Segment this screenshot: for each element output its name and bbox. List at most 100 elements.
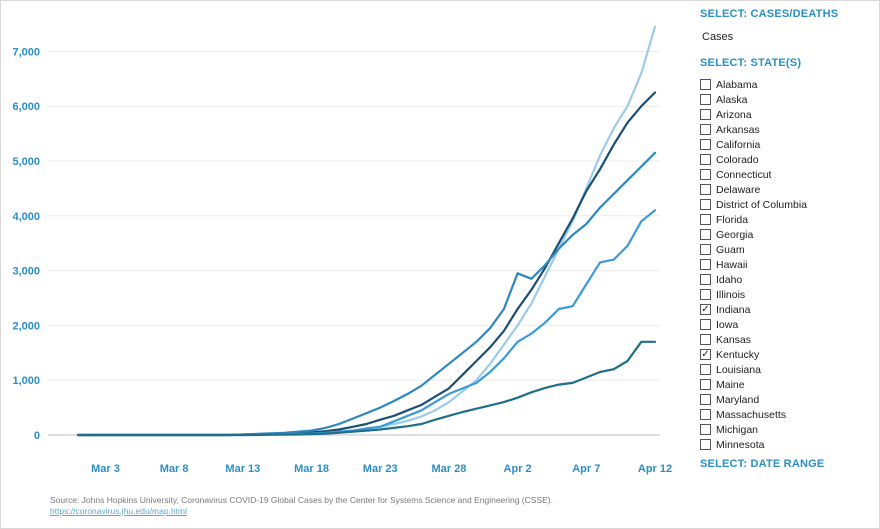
filter-panel: SELECT: CASES/DEATHS Cases SELECT: STATE… <box>700 8 875 470</box>
measure-heading: SELECT: CASES/DEATHS <box>700 8 839 20</box>
state-label: Alabama <box>716 78 758 91</box>
x-tick-label: Mar 23 <box>363 463 398 475</box>
state-option[interactable]: Guam <box>700 242 875 257</box>
checkbox-icon[interactable] <box>700 319 711 330</box>
state-option[interactable]: Massachusetts <box>700 407 875 422</box>
checkbox-icon[interactable] <box>700 289 711 300</box>
checkbox-icon[interactable] <box>700 109 711 120</box>
checkbox-checked-icon[interactable]: ✓ <box>700 304 711 315</box>
state-label: Maryland <box>716 393 760 406</box>
state-label: District of Columbia <box>716 198 808 211</box>
state-label: Illinois <box>716 288 746 301</box>
checkbox-icon[interactable] <box>700 169 711 180</box>
state-label: Idaho <box>716 273 743 286</box>
state-label: Kansas <box>716 333 752 346</box>
checkbox-icon[interactable] <box>700 379 711 390</box>
gridlines <box>48 50 660 436</box>
source-link[interactable]: https://coronavirus.jhu.edu/map.html <box>50 506 188 516</box>
state-label: Florida <box>716 213 749 226</box>
state-option[interactable]: Michigan <box>700 422 875 437</box>
checkbox-icon[interactable] <box>700 394 711 405</box>
y-axis: 0 1,000 2,000 3,000 4,000 5,000 6,000 7,000 <box>12 46 40 442</box>
checkbox-icon[interactable] <box>700 274 711 285</box>
x-tick-label: Mar 13 <box>225 463 260 475</box>
state-label: Colorado <box>716 153 759 166</box>
state-label: Indiana <box>716 303 751 316</box>
checkbox-icon[interactable] <box>700 199 711 210</box>
state-label: Maine <box>716 378 745 391</box>
line-chart: 0 1,000 2,000 3,000 4,000 5,000 6,000 7,000 Mar… <box>12 25 672 475</box>
state-option[interactable]: Alaska <box>700 92 875 107</box>
series-line <box>76 340 657 437</box>
checkbox-icon[interactable] <box>700 94 711 105</box>
state-option[interactable]: Maryland <box>700 392 875 407</box>
state-option[interactable]: Connecticut <box>700 167 875 182</box>
state-label: Minnesota <box>716 438 765 451</box>
checkbox-icon[interactable] <box>700 124 711 135</box>
state-label: Connecticut <box>716 168 772 181</box>
state-option[interactable]: Hawaii <box>700 257 875 272</box>
state-label: Arizona <box>716 108 752 121</box>
y-tick-label: 3,000 <box>12 266 40 278</box>
state-heading: SELECT: STATE(S) <box>700 57 802 69</box>
state-option[interactable]: Maine <box>700 377 875 392</box>
state-label: Delaware <box>716 183 761 196</box>
state-label: California <box>716 138 761 151</box>
state-option[interactable]: ✓ Indiana <box>700 302 875 317</box>
state-option[interactable]: ✓ Kentucky <box>700 347 875 362</box>
checkbox-icon[interactable] <box>700 214 711 225</box>
state-option[interactable]: Kansas <box>700 332 875 347</box>
state-label: Michigan <box>716 423 759 436</box>
x-tick-label: Mar 28 <box>431 463 466 475</box>
source-text: Source: Johns Hopkins University, Corona… <box>50 495 553 505</box>
checkbox-checked-icon[interactable]: ✓ <box>700 349 711 360</box>
checkbox-icon[interactable] <box>700 79 711 90</box>
checkbox-icon[interactable] <box>700 409 711 420</box>
checkbox-icon[interactable] <box>700 364 711 375</box>
state-label: Arkansas <box>716 123 760 136</box>
state-option[interactable]: Iowa <box>700 317 875 332</box>
state-option[interactable]: Florida <box>700 212 875 227</box>
y-tick-label: 5,000 <box>12 156 40 168</box>
state-option[interactable]: Minnesota <box>700 437 875 452</box>
x-tick-label: Mar 18 <box>294 463 329 475</box>
state-checkbox-list: Alabama Alaska Arizona Arkansas California Co… <box>700 77 875 452</box>
state-option[interactable]: Alabama <box>700 77 875 92</box>
series-line <box>76 151 657 437</box>
series-line <box>76 209 657 437</box>
state-label: Louisiana <box>716 363 761 376</box>
measure-selector[interactable]: Cases <box>702 31 734 43</box>
x-tick-label: Mar 3 <box>91 463 120 475</box>
state-option[interactable]: Idaho <box>700 272 875 287</box>
state-option[interactable]: Illinois <box>700 287 875 302</box>
state-option[interactable]: California <box>700 137 875 152</box>
checkbox-icon[interactable] <box>700 259 711 270</box>
checkbox-icon[interactable] <box>700 439 711 450</box>
y-tick-label: 0 <box>34 430 40 442</box>
state-option[interactable]: Colorado <box>700 152 875 167</box>
checkbox-icon[interactable] <box>700 334 711 345</box>
series-line <box>76 25 657 437</box>
date-range-heading: SELECT: DATE RANGE <box>700 458 825 470</box>
x-tick-label: Apr 12 <box>638 463 672 475</box>
x-tick-label: Mar 8 <box>160 463 189 475</box>
checkbox-icon[interactable] <box>700 139 711 150</box>
y-tick-label: 2,000 <box>12 320 40 332</box>
state-label: Alaska <box>716 93 748 106</box>
state-option[interactable]: Arkansas <box>700 122 875 137</box>
state-option[interactable]: Louisiana <box>700 362 875 377</box>
checkbox-icon[interactable] <box>700 424 711 435</box>
state-option[interactable]: Arizona <box>700 107 875 122</box>
x-axis: Mar 3 Mar 8 Mar 13 Mar 18 Mar 23 Mar 28 Apr 2 A… <box>91 463 672 475</box>
checkbox-icon[interactable] <box>700 244 711 255</box>
state-label: Massachusetts <box>716 408 787 421</box>
series-lines <box>76 25 657 437</box>
state-label: Georgia <box>716 228 754 241</box>
state-option[interactable]: Delaware <box>700 182 875 197</box>
checkbox-icon[interactable] <box>700 184 711 195</box>
checkbox-icon[interactable] <box>700 154 711 165</box>
state-option[interactable]: Georgia <box>700 227 875 242</box>
state-option[interactable]: District of Columbia <box>700 197 875 212</box>
checkbox-icon[interactable] <box>700 229 711 240</box>
y-tick-label: 1,000 <box>12 375 40 387</box>
